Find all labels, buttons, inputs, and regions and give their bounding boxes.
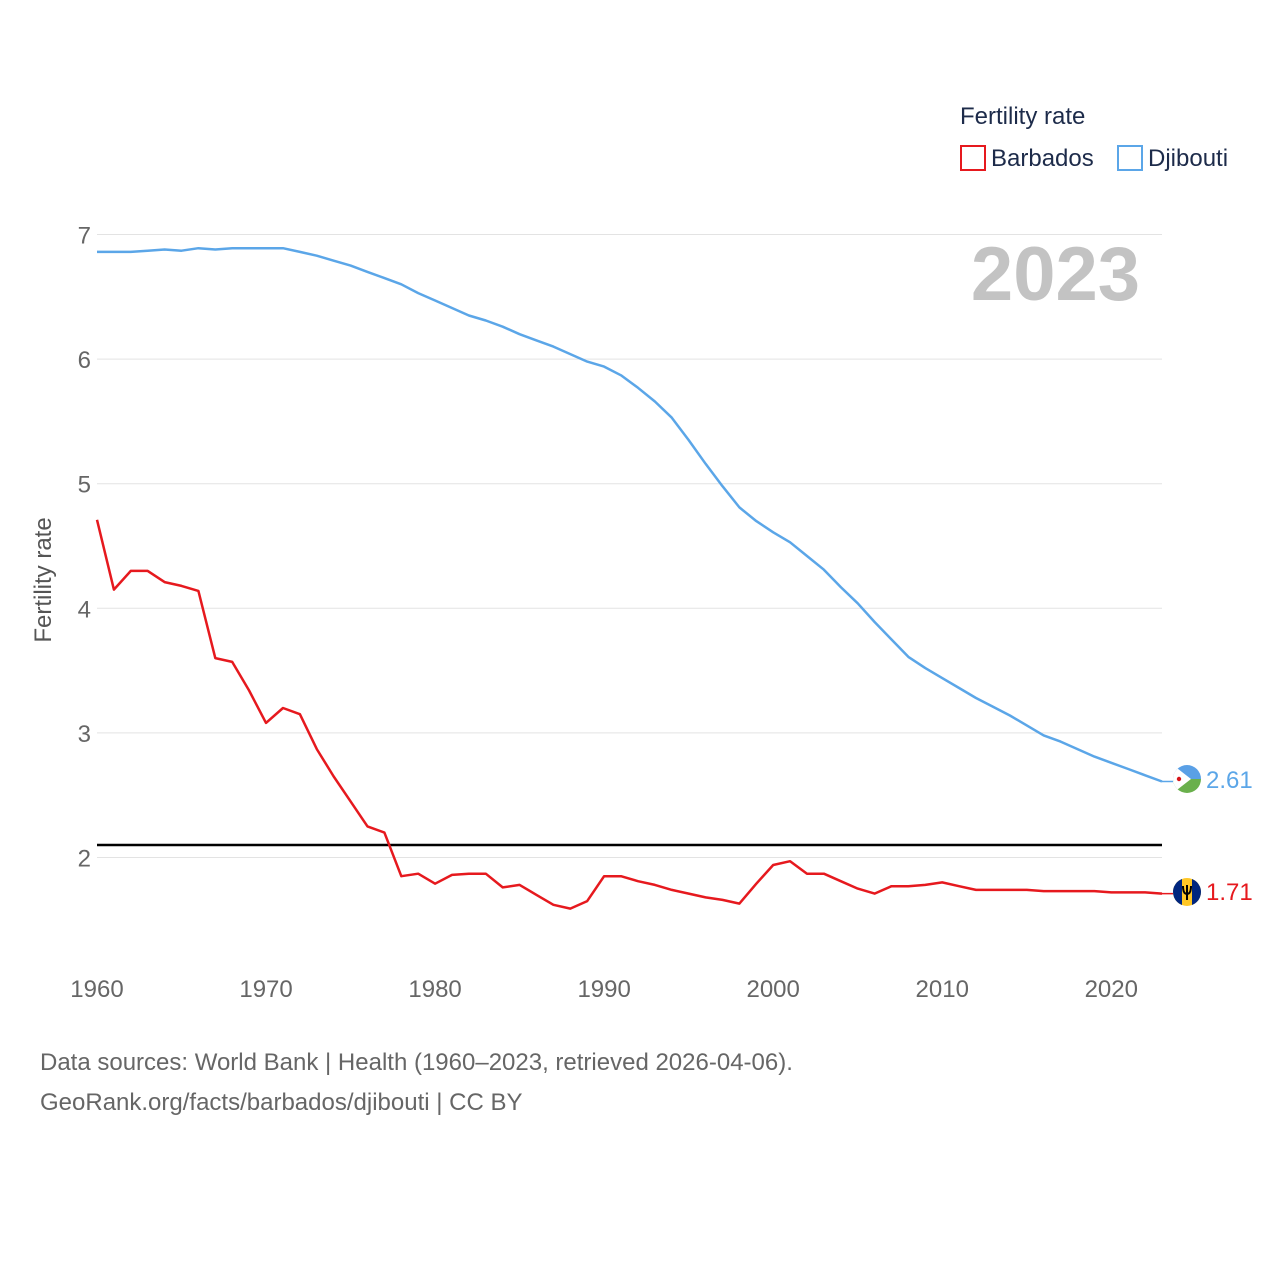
x-tick-label: 1960: [70, 976, 123, 1003]
footer: Data sources: World Bank | Health (1960–…: [40, 1043, 793, 1123]
barbados-end-value: 1.71: [1206, 879, 1253, 906]
y-axis-label: Fertility rate: [30, 517, 57, 642]
x-axis-ticks: 1960 1970 1980 1990 2000 2010 2020: [70, 976, 1138, 1003]
barbados-flag-icon: [1173, 878, 1201, 906]
legend-swatch-barbados[interactable]: [960, 145, 986, 171]
series-lines: [95, 246, 1173, 910]
y-tick-label: 2: [78, 846, 91, 873]
x-tick-label: 2000: [746, 976, 799, 1003]
legend: Fertility rate Barbados Djibouti: [960, 103, 1228, 172]
line-chart: 2 3 4 5 6 7 1960 1970 1980 1990 2000 2010 2020 2023…: [30, 103, 1253, 1003]
x-tick-label: 1990: [577, 976, 630, 1003]
legend-title: Fertility rate: [960, 103, 1085, 130]
y-tick-label: 4: [78, 596, 91, 623]
legend-label-barbados[interactable]: Barbados: [991, 145, 1094, 172]
y-tick-label: 7: [78, 223, 91, 250]
djibouti-end-value: 2.61: [1206, 767, 1253, 794]
x-tick-label: 1970: [239, 976, 292, 1003]
djibouti-flag-icon: [1173, 765, 1201, 793]
x-tick-label: 1980: [408, 976, 461, 1003]
grid-lines: [97, 234, 1162, 858]
year-watermark: 2023: [971, 232, 1140, 317]
legend-swatch-djibouti[interactable]: [1117, 145, 1143, 171]
x-tick-label: 2020: [1085, 976, 1138, 1003]
y-tick-label: 6: [78, 347, 91, 374]
series-line-djibouti[interactable]: [97, 246, 1163, 783]
x-tick-label: 2010: [916, 976, 969, 1003]
source-link[interactable]: GeoRank.org/facts/barbados/djibouti | CC…: [40, 1089, 523, 1116]
data-source-note: Data sources: World Bank | Health (1960–…: [40, 1049, 793, 1076]
y-tick-label: 5: [78, 472, 91, 499]
series-line-barbados[interactable]: [95, 519, 1163, 910]
legend-label-djibouti[interactable]: Djibouti: [1148, 145, 1228, 172]
y-axis-ticks: 2 3 4 5 6 7: [78, 223, 91, 873]
y-tick-label: 3: [78, 721, 91, 748]
